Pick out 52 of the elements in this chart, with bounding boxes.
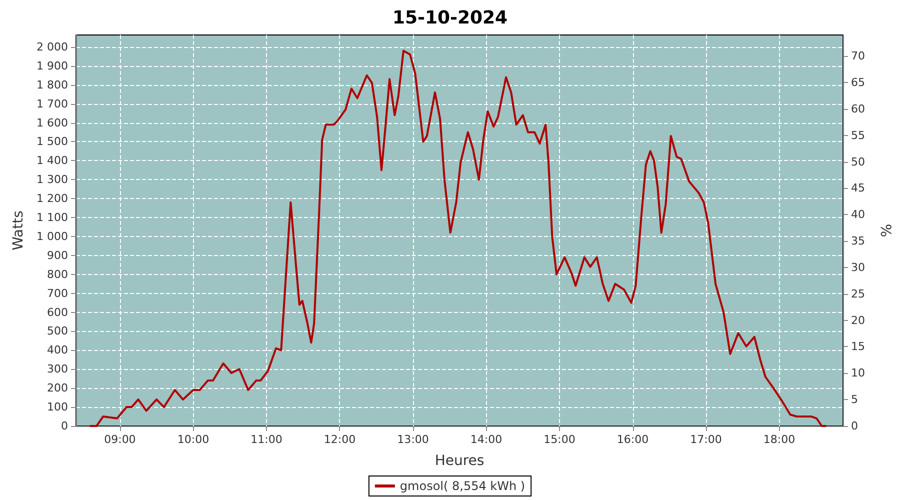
- y2-tick-label: 35: [851, 234, 865, 248]
- y2-tick-label: 10: [851, 366, 865, 380]
- y-tick-label: 100: [47, 400, 68, 414]
- y-tick-label: 1 000: [36, 230, 68, 243]
- legend-label: gmosol( 8,554 kWh ): [400, 479, 526, 493]
- x-tick-label: 15:00: [544, 433, 576, 446]
- y2-tick-label: 70: [851, 50, 865, 63]
- x-tick-label: 12:00: [324, 433, 356, 446]
- y-tick-label: 1 500: [36, 135, 68, 148]
- y2-tick-label: 15: [851, 340, 865, 354]
- y2-tick-label: 30: [851, 260, 865, 274]
- y2-tick-label: 55: [851, 128, 865, 142]
- y-tick-label: 400: [47, 344, 68, 357]
- y-tick-label: 800: [47, 268, 68, 281]
- x-axis-title: Heures: [434, 453, 484, 469]
- x-tick-label: 13:00: [397, 433, 429, 446]
- y-tick-label: 0: [61, 420, 68, 432]
- y2-tick-label: 65: [851, 76, 865, 90]
- x-tick-label: 11:00: [250, 433, 282, 446]
- x-tick-label: 10:00: [177, 433, 210, 446]
- line-series: [88, 50, 828, 427]
- y-tick-label: 1 200: [36, 192, 68, 206]
- y-tick-label: 1 400: [36, 154, 68, 168]
- y-tick-label: 700: [47, 286, 68, 300]
- y2-tick-label: 50: [851, 155, 865, 168]
- y-tick-label: 900: [47, 248, 68, 262]
- y-tick-label: 200: [47, 382, 68, 395]
- y-tick-label: 600: [47, 306, 68, 319]
- y-tick-label: 1 600: [36, 116, 68, 130]
- chart-title: 15-10-2024: [392, 8, 508, 28]
- y2-tick-label: 20: [851, 314, 865, 327]
- y2-tick-label: 40: [851, 208, 865, 222]
- x-tick-label: 16:00: [616, 433, 649, 446]
- y-tick-label: 1 300: [36, 173, 68, 186]
- y-tick-label: 2 000: [36, 40, 68, 54]
- y2-tick-label: 25: [851, 287, 865, 300]
- y-tick-label: 500: [47, 324, 68, 338]
- y2-tick-label: 0: [851, 420, 858, 432]
- y-tick-label: 1 100: [36, 211, 68, 224]
- y2-tick-label: 60: [851, 102, 865, 116]
- x-tick-label: 17:00: [690, 433, 722, 446]
- x-tick-label: 14:00: [470, 433, 502, 446]
- y2-tick-label: 45: [851, 182, 865, 195]
- x-tick-label: 18:00: [763, 433, 796, 446]
- y-tick-label: 1 700: [36, 97, 68, 110]
- y-axis-title: Watts: [10, 210, 27, 250]
- y-tick-label: 1 800: [36, 78, 68, 92]
- y2-tick-label: 5: [851, 393, 858, 406]
- x-tick-label: 09:00: [104, 433, 136, 446]
- y2-axis-title: %: [877, 224, 893, 238]
- y-tick-label: 300: [47, 362, 68, 376]
- y-tick-label: 1 900: [36, 59, 68, 72]
